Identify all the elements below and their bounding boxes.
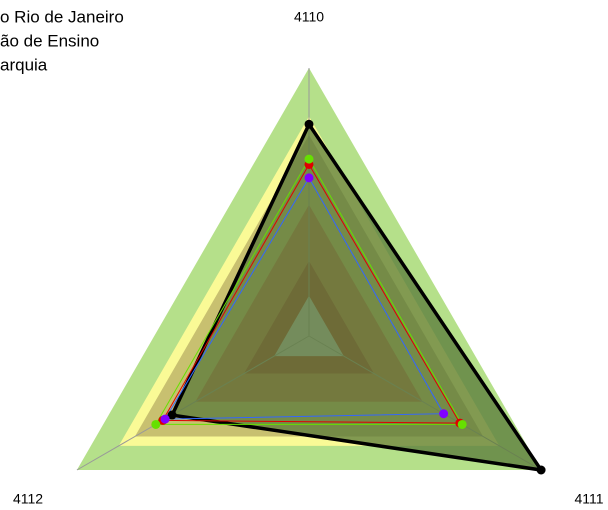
point	[160, 414, 170, 424]
series-polygon	[169, 120, 545, 473]
point	[304, 119, 314, 129]
legend-text: arquia	[0, 55, 48, 74]
legend-text: o Rio de Janeiro	[0, 7, 124, 26]
point	[439, 409, 449, 419]
point	[167, 410, 177, 420]
point	[536, 465, 546, 475]
point	[304, 154, 314, 164]
axis-label: 4111	[574, 491, 603, 507]
series-polygon	[154, 158, 464, 425]
point	[457, 419, 467, 429]
legend-text: ão de Ensino	[0, 31, 99, 50]
series-polygon	[164, 176, 445, 420]
point	[151, 419, 161, 429]
series-polygon	[161, 163, 461, 424]
axis-label: 4112	[13, 491, 43, 507]
point	[304, 173, 314, 183]
axis-label: 4110	[294, 9, 324, 25]
